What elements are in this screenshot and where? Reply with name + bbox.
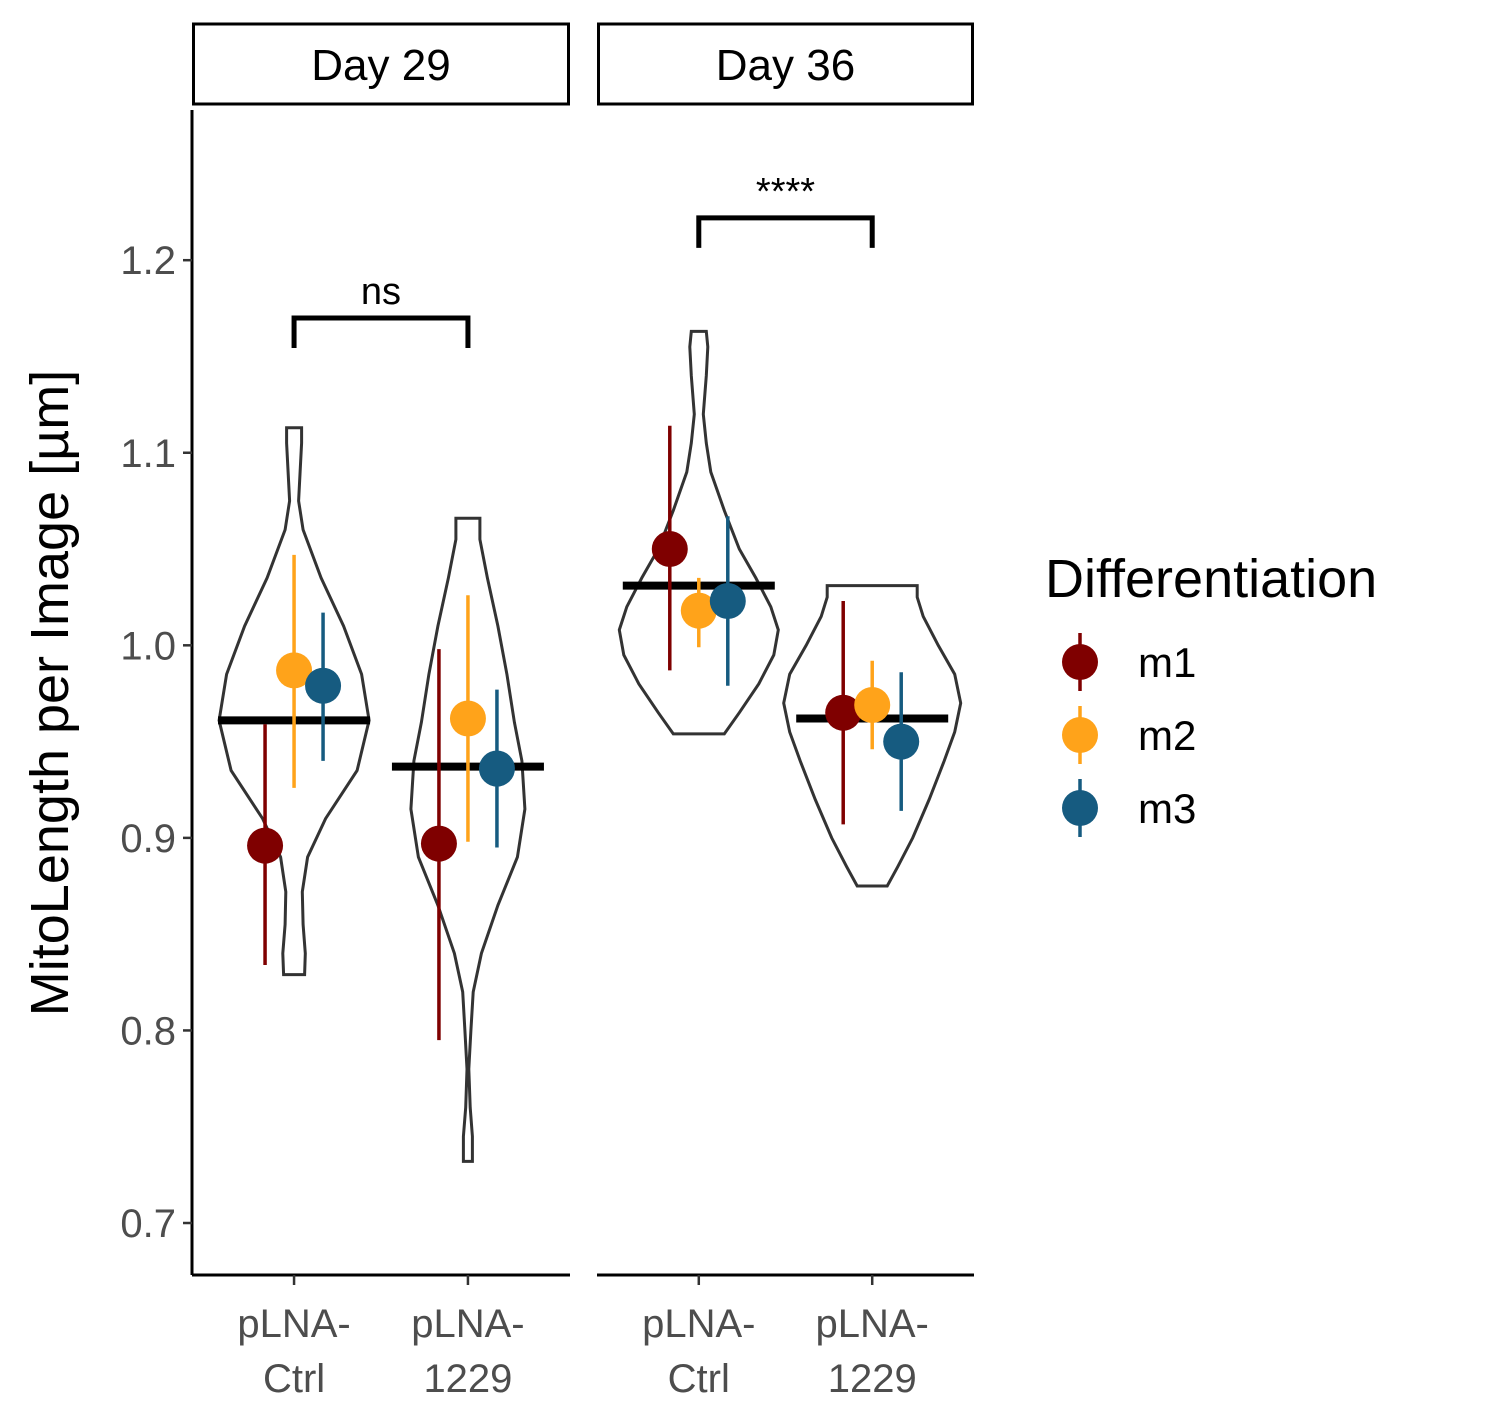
y-tick-label: 0.8 [120,1009,176,1053]
data-point-m3 [709,583,746,620]
x-tick-label: 1229 [828,1357,917,1401]
y-tick-label: 0.9 [120,817,176,861]
facet-panel: Day 29 pLNA- Ctrl pLNA- 1229 ns [192,22,570,1401]
x-tick-label: pLNA- [237,1302,350,1346]
legend-key-point-m1 [1062,644,1098,680]
data-point-m3 [478,750,515,787]
violin-shape [617,329,780,736]
data-point-m2 [854,687,891,724]
facet-panel: Day 36 pLNA- Ctrl pLNA- 1229 **** [597,22,974,1401]
data-point-m2 [449,700,486,737]
y-tick-label: 1.2 [120,239,176,283]
x-tick-label: pLNA- [816,1302,929,1346]
x-tick-label: pLNA- [642,1302,755,1346]
legend-key-point-m2 [1062,717,1098,753]
legend-key-point-m3 [1062,790,1098,826]
legend-title: Differentiation [1045,549,1377,609]
data-point-m1 [825,694,862,731]
facet-strip-label: Day 29 [311,41,450,90]
data-point-m3 [883,723,920,760]
legend-label-m1: m1 [1138,639,1196,686]
data-point-m1 [651,531,688,568]
x-tick-label: Ctrl [668,1357,730,1401]
facet-strip [192,22,570,106]
data-point-m1 [420,825,457,862]
y-tick-label: 1.0 [120,624,176,668]
significance-bracket [291,315,471,348]
data-point-m2 [276,652,313,689]
x-tick-label: 1229 [423,1357,512,1401]
x-tick-label: Ctrl [263,1357,325,1401]
facet-panels: Day 29 pLNA- Ctrl pLNA- 1229 ns Day 36 pLNA- Ctr… [192,22,974,1401]
data-point-m3 [305,667,342,704]
x-tick-label: pLNA- [411,1302,524,1346]
data-point-m1 [247,827,284,864]
facet-strip-label: Day 36 [716,41,855,90]
violin-shape [409,516,527,1163]
significance-bracket [696,215,875,248]
y-axis-title: MitoLength per Image [µm] [20,370,80,1016]
significance-label: **** [756,171,815,213]
y-tick-label: 0.7 [120,1202,176,1246]
violin-shape [782,584,963,888]
legend-label-m3: m3 [1138,785,1196,832]
legend-label-m2: m2 [1138,712,1196,759]
legend: Differentiation m1 m2 m3 [1045,549,1377,837]
facet-strip [597,22,974,106]
y-tick-label: 1.1 [120,432,176,476]
y-axis: 0.7 0.8 0.9 1.0 1.1 1.2 [120,110,194,1275]
significance-label: ns [361,271,401,313]
data-point-m2 [680,592,717,629]
